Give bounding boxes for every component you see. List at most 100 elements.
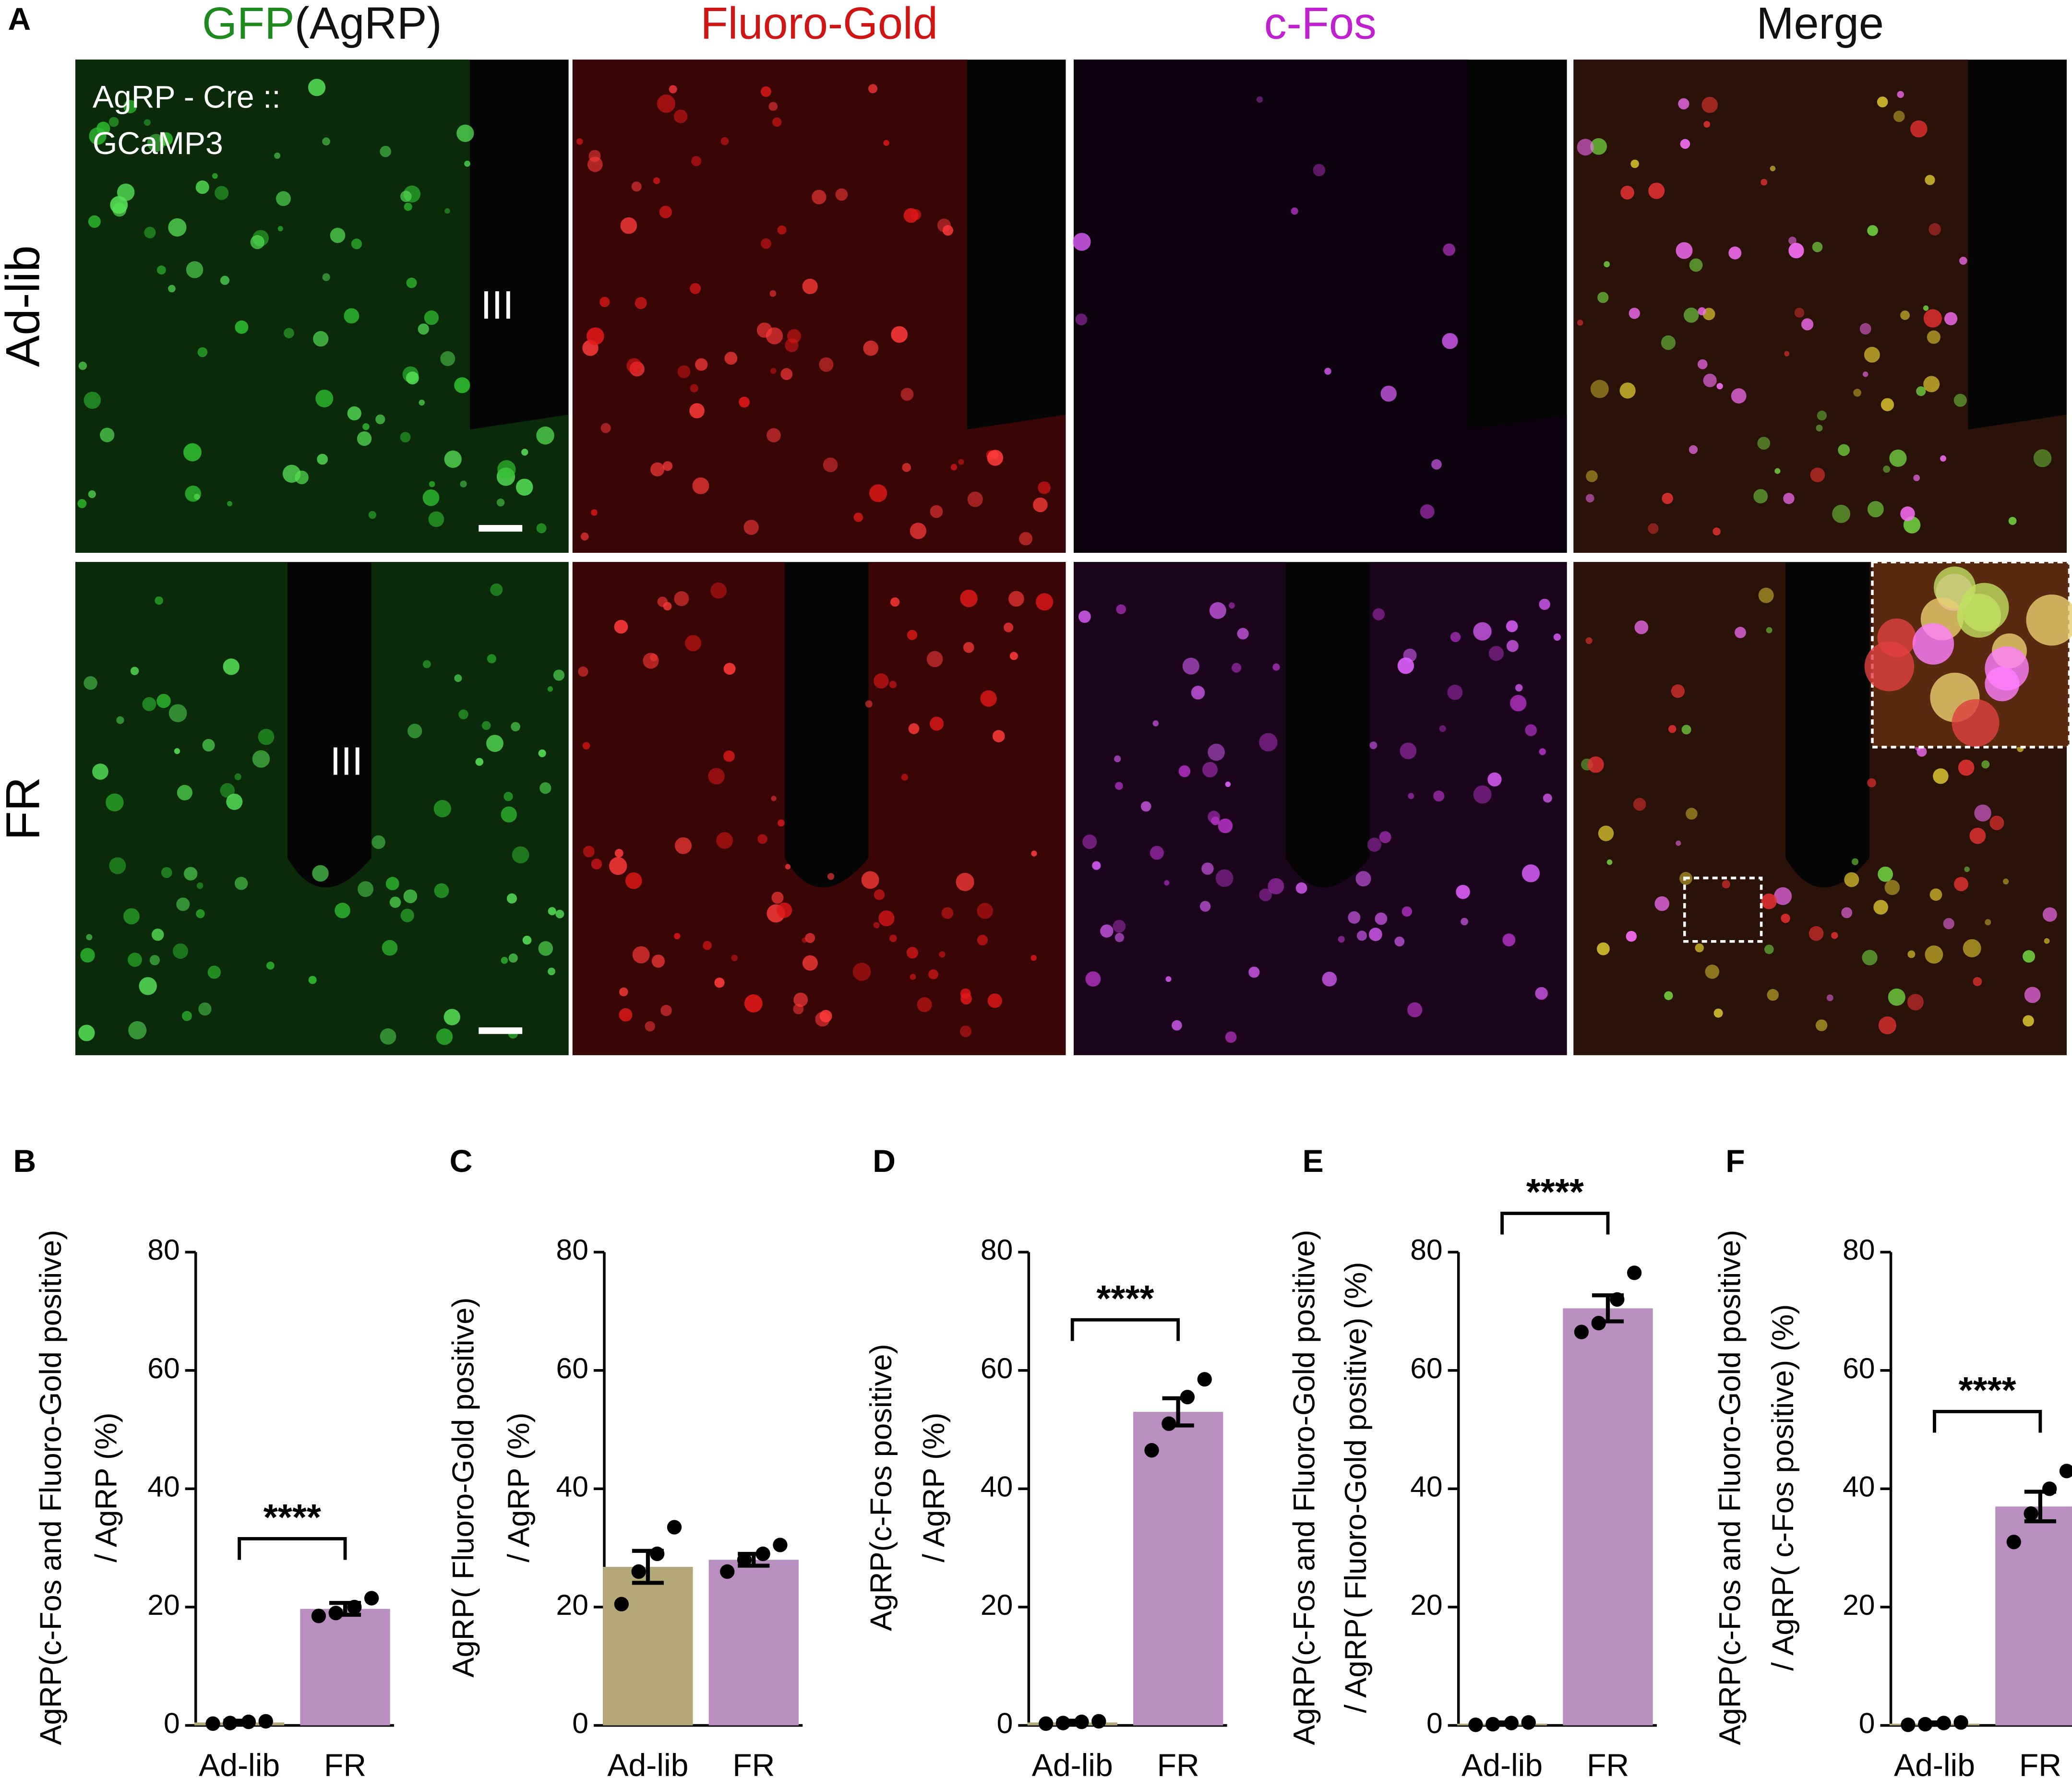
cell [626, 358, 642, 373]
cell [1113, 919, 1126, 933]
bar [603, 1567, 693, 1726]
cell [1925, 945, 1943, 964]
cell [1877, 96, 1888, 107]
inset-cell [1985, 646, 2029, 691]
cell [444, 208, 450, 214]
cell [1662, 492, 1673, 504]
bar-chart: F AgRP(c-Fos and Fluoro-Gold positive) / A… [1713, 1144, 2072, 1783]
cell [708, 768, 725, 785]
cell [382, 940, 398, 956]
cell [371, 835, 385, 849]
cell [772, 117, 782, 127]
bar [1563, 1308, 1653, 1726]
cell [1038, 481, 1051, 494]
cell [1439, 725, 1446, 732]
cell [1408, 793, 1414, 799]
cell [86, 934, 93, 941]
cell [144, 119, 151, 126]
cell [547, 686, 553, 692]
cell [1634, 620, 1649, 634]
cell [198, 1002, 212, 1016]
cell [906, 947, 918, 959]
cell [645, 1021, 656, 1032]
data-point [2006, 1535, 2021, 1550]
y-axis-label: AgRP(c-Fos and Fluoro-Gold positive) [1288, 1230, 1321, 1745]
column-title: Fluoro-Gold [700, 0, 938, 48]
cell [635, 297, 647, 310]
cell [511, 722, 520, 732]
cell [234, 773, 241, 780]
cell [1182, 657, 1199, 675]
cell [258, 728, 275, 745]
cell [2033, 449, 2052, 467]
cell [835, 188, 848, 201]
cell [220, 275, 230, 285]
cell [1783, 492, 1795, 504]
cell [555, 909, 564, 918]
cell [1864, 346, 1880, 363]
cell [874, 673, 889, 689]
cell [322, 137, 330, 146]
y-tick-label: 40 [981, 1470, 1013, 1503]
cell [827, 873, 835, 880]
cell [1369, 741, 1377, 750]
cell [1969, 827, 1986, 844]
cell [937, 218, 951, 232]
cell [123, 908, 140, 925]
cell [1900, 310, 1910, 320]
cell [1431, 459, 1442, 470]
data-point [1610, 1292, 1625, 1307]
cell [1033, 497, 1048, 513]
cell [1648, 182, 1665, 199]
data-point [631, 1564, 646, 1579]
cell [865, 700, 873, 708]
cell [407, 724, 422, 739]
cell [389, 896, 401, 908]
cell [883, 140, 889, 146]
cell [1515, 684, 1523, 692]
cell [88, 490, 96, 498]
cell [1928, 223, 1941, 236]
cell [941, 907, 954, 919]
cell [1442, 333, 1458, 349]
data-point [1162, 1416, 1176, 1431]
cell [1859, 323, 1871, 335]
cell [674, 837, 692, 854]
cell [588, 150, 601, 162]
data-point [720, 1564, 735, 1579]
cell [1019, 532, 1033, 546]
cell [1844, 872, 1859, 887]
cell [1794, 308, 1805, 318]
cell [184, 867, 198, 881]
cell [928, 969, 939, 979]
cell [777, 225, 787, 235]
cell [419, 399, 425, 406]
cell [861, 871, 879, 889]
cell [538, 749, 546, 757]
y-tick-label: 60 [1410, 1352, 1442, 1384]
cell [674, 933, 681, 940]
cell [1774, 887, 1792, 905]
cell [128, 953, 142, 967]
cell [475, 758, 484, 766]
y-tick-label: 80 [1410, 1233, 1442, 1266]
cell [1488, 646, 1504, 661]
cell [600, 423, 611, 433]
cell [503, 792, 513, 801]
cell [650, 462, 665, 477]
cell [176, 897, 190, 911]
cell [703, 941, 712, 950]
cell [226, 793, 243, 810]
cell [1502, 933, 1516, 947]
cell [1728, 246, 1742, 260]
cell [1295, 882, 1307, 894]
cell [1461, 918, 1468, 926]
cell [731, 954, 738, 962]
data-point [328, 1606, 343, 1621]
cell [317, 453, 328, 465]
cell [155, 596, 163, 605]
inset-cell [1877, 618, 1916, 657]
cell [322, 273, 330, 281]
cell [1338, 936, 1345, 943]
